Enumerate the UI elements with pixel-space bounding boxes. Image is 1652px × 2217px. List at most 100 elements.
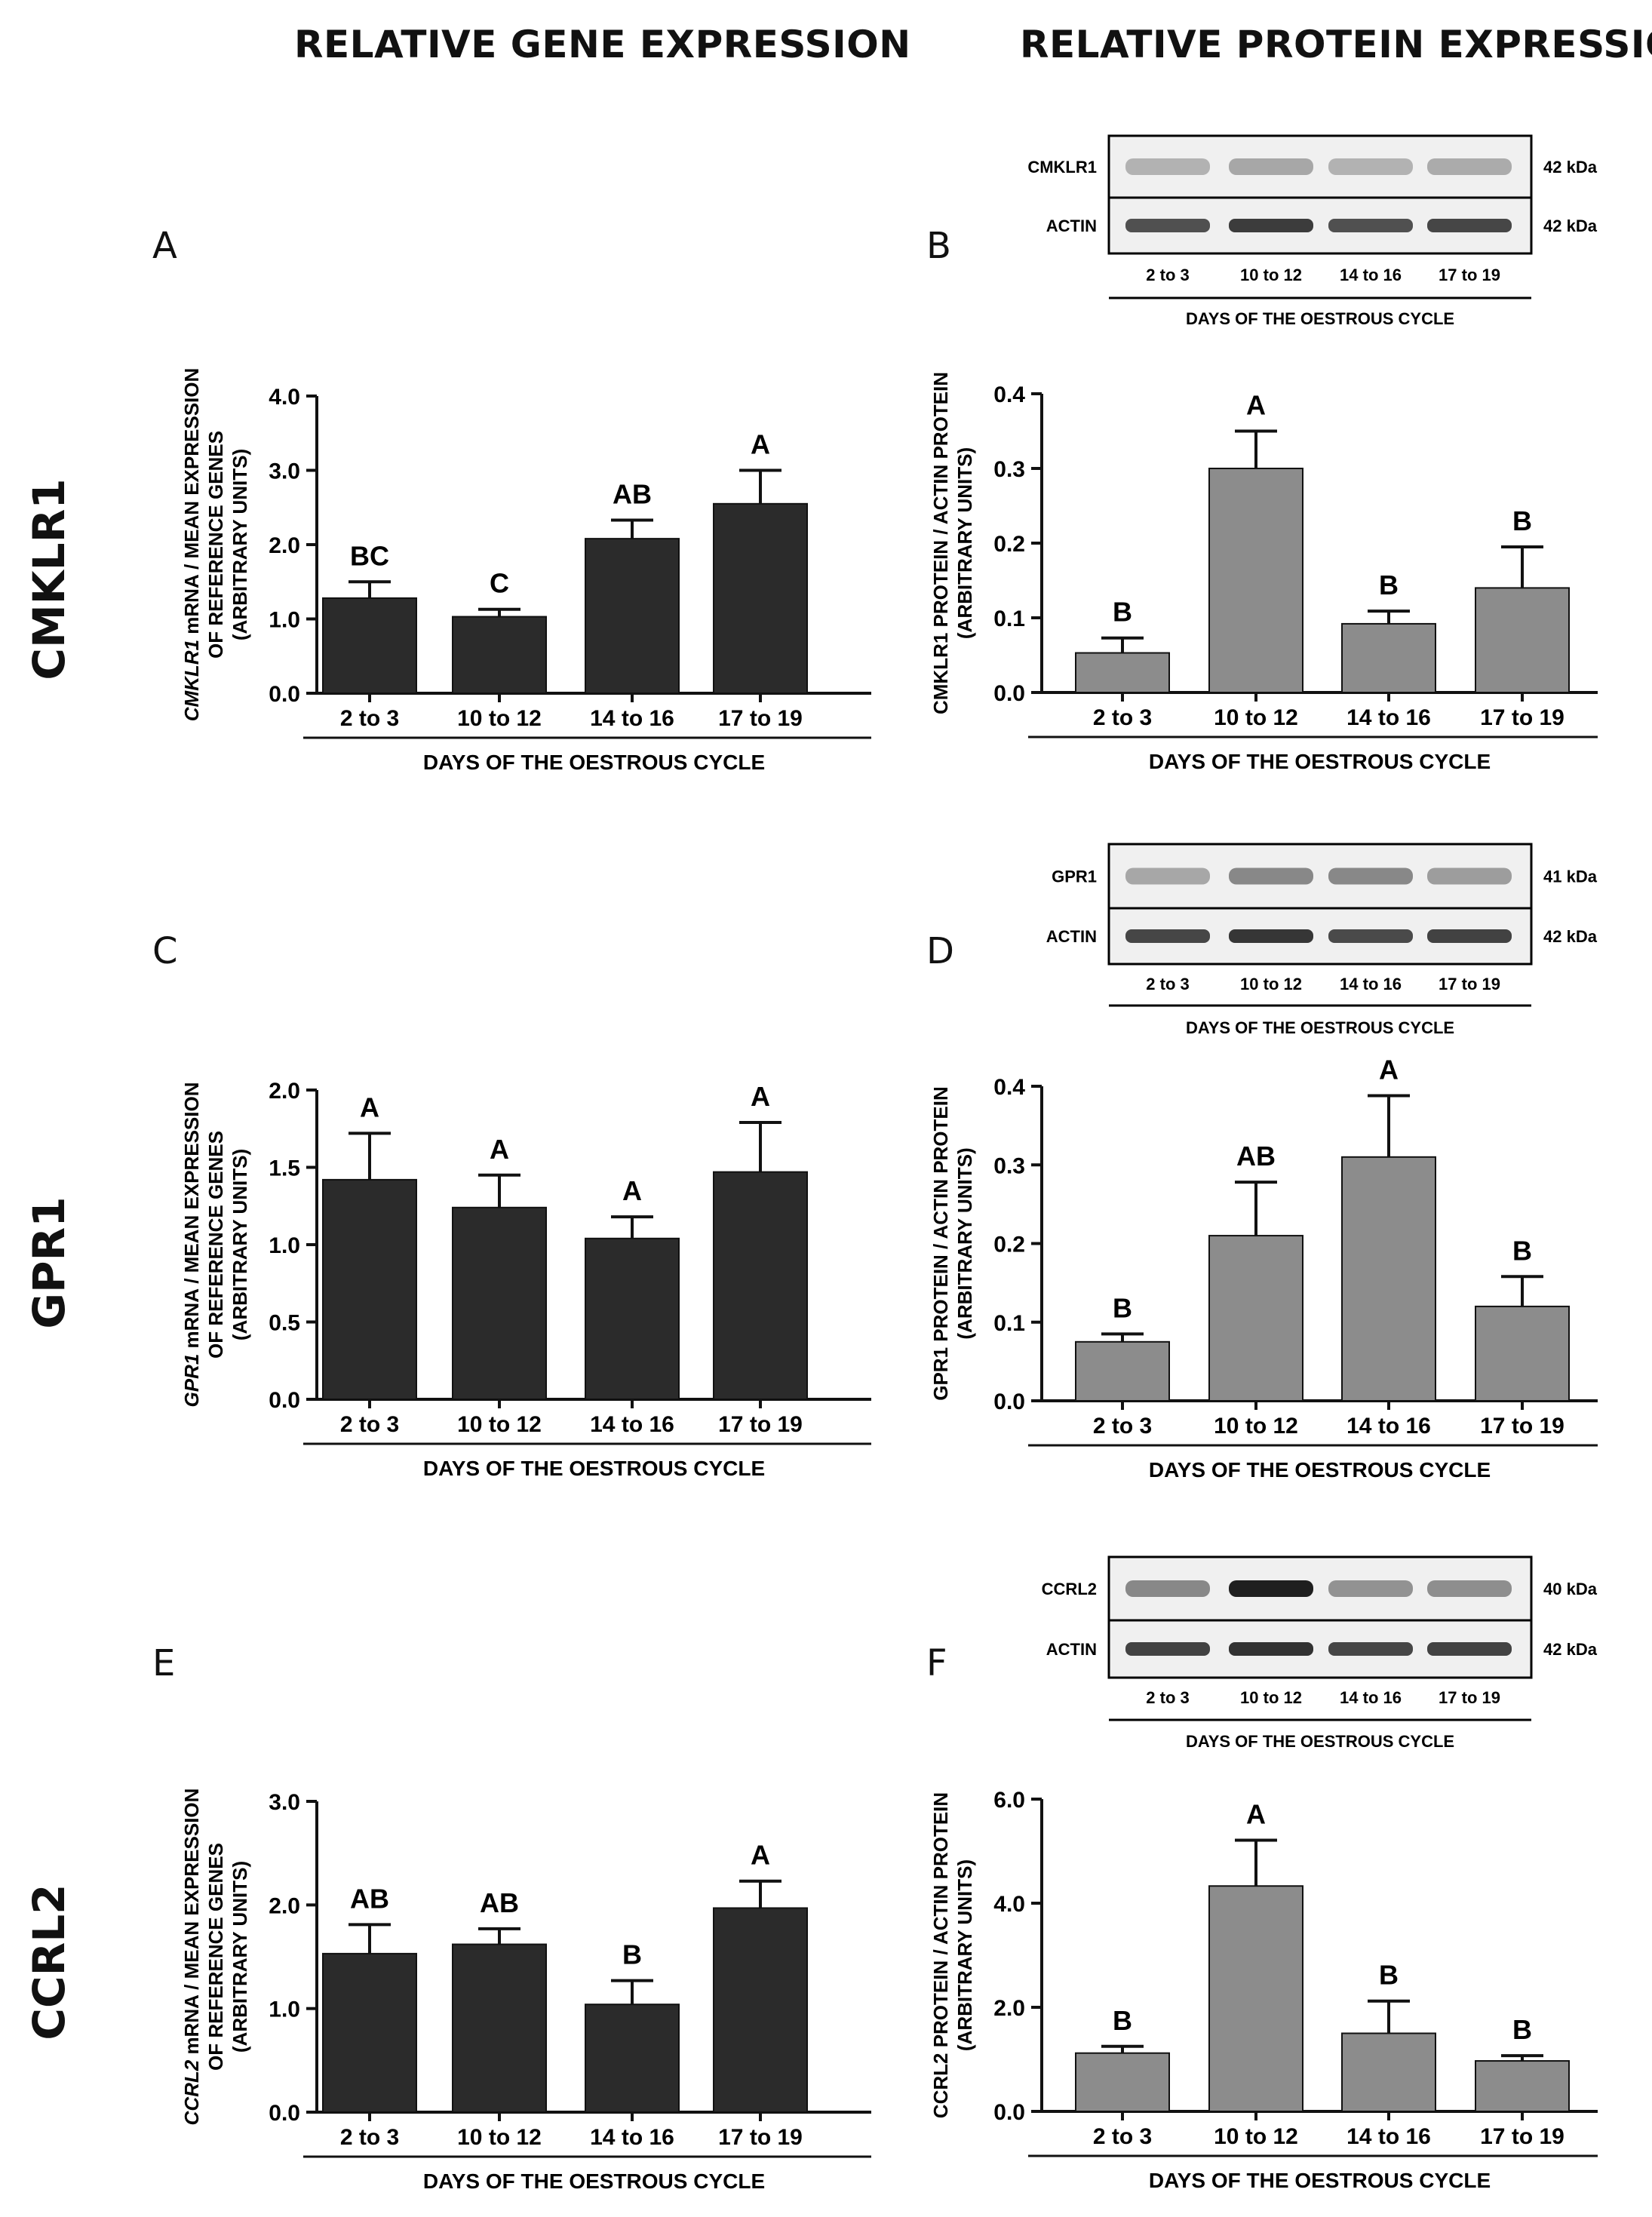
blot-target-kda: 42 kDa <box>1543 158 1598 177</box>
y-axis-label: (ARBITRARY UNITS) <box>953 1147 976 1339</box>
blot-ref-label: ACTIN <box>1046 216 1097 235</box>
significance-letter: A <box>1379 1055 1399 1085</box>
x-axis-label: DAYS OF THE OESTROUS CYCLE <box>423 751 765 774</box>
actin-band <box>1328 929 1413 943</box>
lane-label: 14 to 16 <box>1340 266 1402 284</box>
target-band <box>1229 867 1313 885</box>
y-tick-label: 2.0 <box>993 1996 1025 2021</box>
category-label: 10 to 12 <box>457 2125 542 2150</box>
bar <box>1075 652 1170 694</box>
category-label: 10 to 12 <box>457 1412 542 1437</box>
blot-ref-kda: 42 kDa <box>1543 1640 1598 1659</box>
y-axis-label-text: (ARBITRARY UNITS) <box>229 1149 251 1340</box>
category-label: 17 to 19 <box>718 1412 803 1437</box>
chart-panel-b: 0.0 0.1 0.2 0.3 0.4 B 2 to 3 A 10 to 12 B 14 to 16… <box>929 372 1598 773</box>
y-tick-label: 3.0 <box>269 459 300 484</box>
target-band <box>1427 867 1512 885</box>
y-axis-label: OF REFERENCE GENES <box>204 1131 227 1359</box>
blot-frame <box>1107 843 1533 966</box>
significance-letter: B <box>1512 2014 1532 2045</box>
blot-target-kda: 40 kDa <box>1543 1580 1598 1598</box>
y-axis-label-text: (ARBITRARY UNITS) <box>953 447 976 639</box>
chart-panel-c: 0.0 0.5 1.0 1.5 2.0 A 2 to 3 A 10 to 12 A 14 to 16… <box>180 1079 871 1480</box>
blot-target-kda: 41 kDa <box>1543 867 1598 886</box>
bar <box>585 2004 680 2113</box>
y-axis-label-text: OF REFERENCE GENES <box>204 1131 227 1359</box>
chart-panel-a: 0.0 1.0 2.0 3.0 4.0 BC 2 to 3 C 10 to 12 AB 14 to … <box>180 368 871 774</box>
actin-band <box>1125 1642 1210 1656</box>
panel-letter-d: D <box>926 930 954 972</box>
y-tick-label: 4.0 <box>993 1892 1025 1917</box>
target-band <box>1328 867 1413 885</box>
bar <box>1075 2052 1170 2112</box>
bar <box>452 616 547 694</box>
panel-letter-a: A <box>152 225 177 267</box>
y-tick-label: 0.0 <box>269 2101 300 2126</box>
bar <box>1208 1885 1303 2112</box>
y-axis-label-text: (ARBITRARY UNITS) <box>953 1859 976 2051</box>
category-label: 17 to 19 <box>1480 2124 1564 2149</box>
lane-label: 14 to 16 <box>1340 1688 1402 1707</box>
chart-panel-d: 0.0 0.1 0.2 0.3 0.4 B 2 to 3 AB 10 to 12 A 14 to 1… <box>929 1055 1598 1482</box>
lane-label: 2 to 3 <box>1146 266 1189 284</box>
x-axis-label: DAYS OF THE OESTROUS CYCLE <box>423 2169 765 2193</box>
y-axis-label: GPR1 mRNA / MEAN EXPRESSION <box>180 1082 203 1407</box>
actin-band <box>1125 929 1210 943</box>
category-label: 2 to 3 <box>340 2125 399 2150</box>
bar <box>1341 622 1436 693</box>
significance-letter: A <box>622 1175 642 1206</box>
category-label: 14 to 16 <box>590 1412 674 1437</box>
panel-letter-f: F <box>926 1642 947 1684</box>
y-tick-label: 6.0 <box>993 1788 1025 1813</box>
y-tick-label: 2.0 <box>269 533 300 558</box>
significance-letter: B <box>1113 2005 1132 2036</box>
category-label: 17 to 19 <box>718 2125 803 2150</box>
x-axis-label: DAYS OF THE OESTROUS CYCLE <box>423 1457 765 1480</box>
blot-frame <box>1107 1555 1533 1679</box>
blot-ref-label: ACTIN <box>1046 1640 1097 1659</box>
western-blot-gpr1: 2 to 3 10 to 12 14 to 16 17 to 19 GPR1 ACTIN 4… <box>1046 843 1598 1037</box>
panel-letter-e: E <box>152 1642 176 1684</box>
lane-label: 17 to 19 <box>1439 1688 1500 1707</box>
significance-letter: AB <box>480 1887 519 1918</box>
gene-column-header: RELATIVE GENE EXPRESSION <box>294 23 911 66</box>
significance-letter: AB <box>350 1883 389 1914</box>
significance-letter: A <box>360 1092 379 1122</box>
y-axis-label-text: CCRL2 PROTEIN / ACTIN PROTEIN <box>929 1792 952 2118</box>
protein-column-header: RELATIVE PROTEIN EXPRESSION <box>1020 23 1652 66</box>
significance-letter: AB <box>613 478 652 509</box>
blot-ref-kda: 42 kDa <box>1543 927 1598 946</box>
category-label: 2 to 3 <box>1093 705 1152 730</box>
y-tick-label: 0.0 <box>993 1389 1025 1414</box>
western-blot-ccrl2: 2 to 3 10 to 12 14 to 16 17 to 19 CCRL2 ACTIN… <box>1042 1555 1598 1751</box>
significance-letter: A <box>1246 390 1266 421</box>
category-label: 2 to 3 <box>1093 2124 1152 2149</box>
significance-letter: B <box>1512 1235 1532 1266</box>
significance-letter: A <box>751 429 770 460</box>
y-axis-label: (ARBITRARY UNITS) <box>229 1861 251 2053</box>
y-axis-label: CCRL2 mRNA / MEAN EXPRESSION <box>180 1789 203 2126</box>
significance-letter: A <box>490 1134 509 1165</box>
y-tick-label: 2.0 <box>269 1079 300 1104</box>
category-label: 10 to 12 <box>1214 1414 1298 1439</box>
category-label: 2 to 3 <box>340 1412 399 1437</box>
bar <box>1208 468 1303 693</box>
y-tick-label: 0.0 <box>269 682 300 707</box>
category-label: 14 to 16 <box>590 2125 674 2150</box>
chart-panel-e: 0.0 1.0 2.0 3.0 AB 2 to 3 AB 10 to 12 B 14 to 16 A… <box>180 1789 871 2193</box>
target-band <box>1427 1580 1512 1597</box>
y-axis-label: (ARBITRARY UNITS) <box>229 1149 251 1340</box>
significance-letter: C <box>490 568 509 599</box>
target-band <box>1328 1580 1413 1597</box>
bar <box>1475 1305 1570 1402</box>
category-label: 10 to 12 <box>1214 2124 1298 2149</box>
bar <box>713 1907 808 2114</box>
lane-label: 10 to 12 <box>1240 266 1302 284</box>
category-label: 10 to 12 <box>1214 705 1298 730</box>
bar <box>713 1171 808 1401</box>
panel-letter-c: C <box>152 930 178 972</box>
category-label: 14 to 16 <box>1346 1414 1431 1439</box>
blot-frame <box>1107 134 1533 255</box>
y-axis-label-text: (ARBITRARY UNITS) <box>953 1147 976 1339</box>
